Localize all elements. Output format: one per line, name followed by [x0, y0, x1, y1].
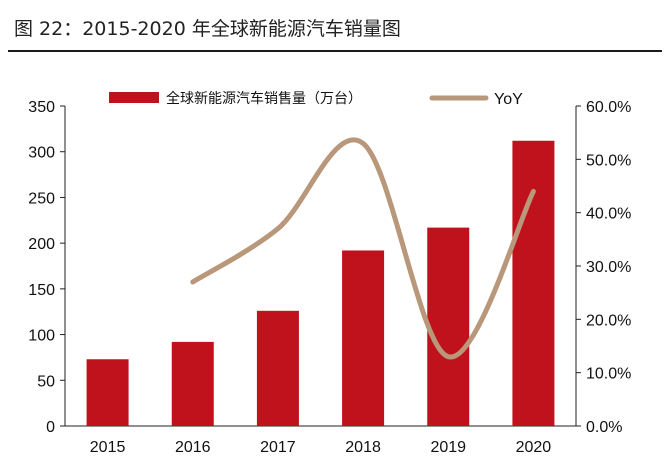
right-tick-label: 10.0%	[586, 366, 631, 383]
left-axis-ticks: 0 50 100 150 200 250 300 350	[28, 99, 65, 436]
x-tick-label: 2016	[175, 439, 211, 456]
x-tick-label: 2019	[430, 439, 466, 456]
left-tick-label: 200	[28, 236, 55, 253]
bar	[342, 250, 385, 426]
x-tick-label: 2017	[260, 439, 296, 456]
bar	[427, 227, 470, 426]
right-tick-label: 40.0%	[586, 206, 631, 223]
left-tick-label: 250	[28, 190, 55, 207]
bar-series	[86, 140, 555, 426]
right-tick-label: 60.0%	[586, 99, 631, 116]
right-axis-ticks: 0.0% 10.0% 20.0% 30.0% 40.0% 50.0% 60.0%	[576, 99, 631, 436]
right-tick-label: 20.0%	[586, 312, 631, 329]
x-axis-labels: 2015 2016 2017 2018 2019 2020	[90, 439, 552, 456]
right-tick-label: 0.0%	[586, 419, 622, 436]
left-tick-label: 0	[46, 419, 55, 436]
figure-title: 图 22：2015-2020 年全球新能源汽车销量图	[14, 18, 401, 40]
legend-label-bar: 全球新能源汽车销售量（万台）	[166, 90, 362, 107]
legend-label-line: YoY	[494, 91, 523, 108]
x-tick-label: 2015	[90, 439, 126, 456]
x-tick-label: 2020	[516, 439, 552, 456]
title-rule	[8, 50, 662, 52]
bar	[86, 359, 129, 426]
right-tick-label: 30.0%	[586, 259, 631, 276]
bar	[256, 310, 299, 426]
bar	[512, 140, 555, 426]
bar	[171, 341, 214, 426]
left-tick-label: 300	[28, 145, 55, 162]
left-tick-label: 100	[28, 328, 55, 345]
x-tick-label: 2018	[345, 439, 381, 456]
right-tick-label: 50.0%	[586, 152, 631, 169]
left-tick-label: 50	[37, 373, 55, 390]
legend-swatch-bar	[109, 92, 159, 103]
left-tick-label: 350	[28, 99, 55, 116]
yoy-line	[190, 137, 536, 360]
legend: 全球新能源汽车销售量（万台） YoY	[109, 90, 523, 108]
left-tick-label: 150	[28, 282, 55, 299]
